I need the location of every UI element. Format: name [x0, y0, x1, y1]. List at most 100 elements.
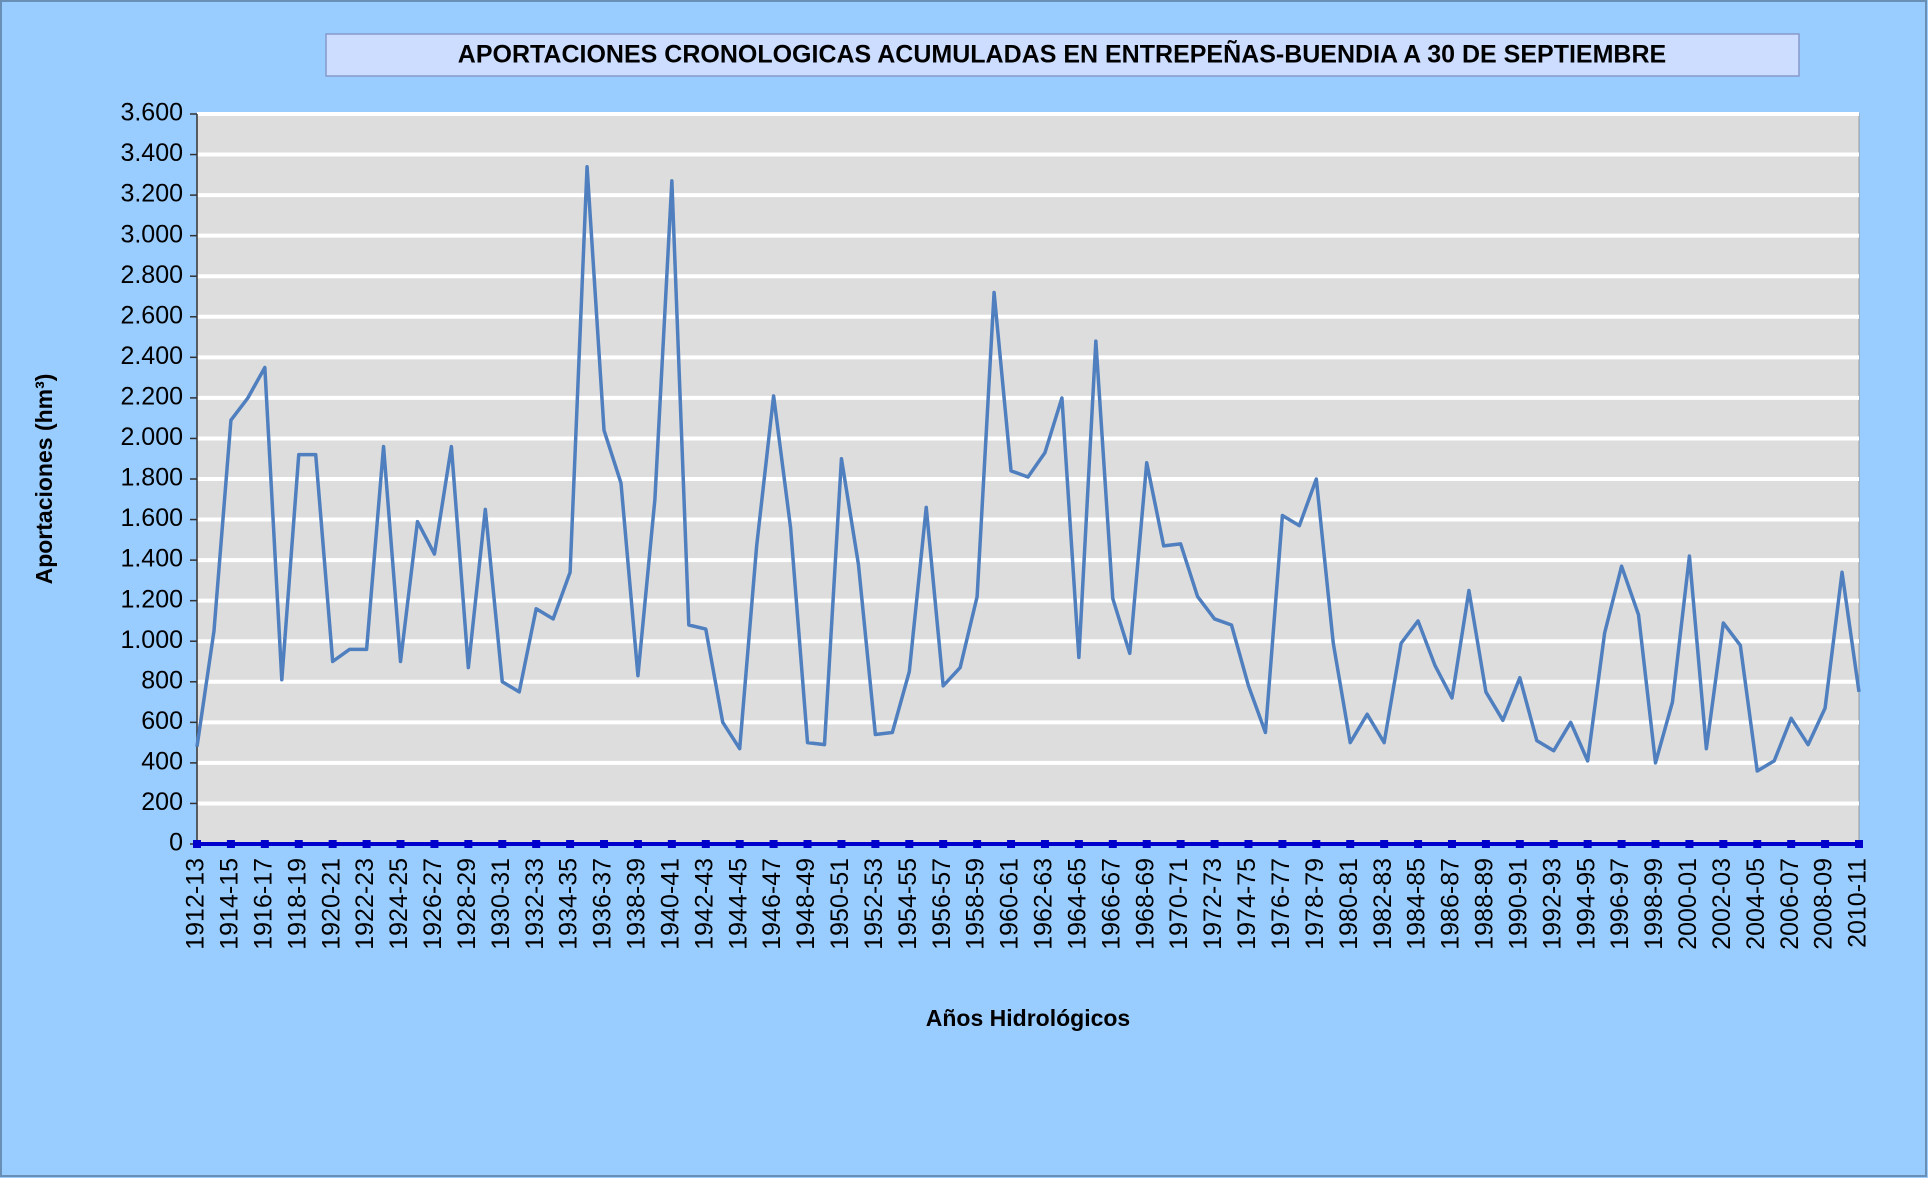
x-tick-mark — [1481, 840, 1490, 848]
x-tick-mark — [769, 840, 778, 848]
x-tick-mark — [1617, 840, 1626, 848]
x-tick-label: 1930-31 — [487, 858, 515, 950]
x-tick-mark — [1515, 840, 1524, 848]
y-tick-label: 2.200 — [120, 382, 183, 410]
x-tick-mark — [633, 840, 642, 848]
x-tick-label: 1924-25 — [385, 858, 413, 950]
x-tick-label: 1998-99 — [1640, 858, 1668, 950]
x-tick-mark — [1142, 840, 1151, 848]
x-tick-label: 2010-11 — [1844, 858, 1872, 948]
x-tick-mark — [1380, 840, 1389, 848]
x-tick-mark — [532, 840, 541, 848]
x-tick-label: 1920-21 — [317, 858, 345, 950]
x-tick-label: 1996-97 — [1606, 858, 1634, 950]
y-tick-label: 1.200 — [120, 585, 183, 613]
y-tick-label: 3.200 — [120, 180, 183, 208]
x-tick-mark — [362, 840, 371, 848]
x-tick-label: 1922-23 — [351, 858, 379, 950]
x-tick-label: 1986-87 — [1437, 858, 1465, 950]
x-tick-label: 1936-37 — [589, 858, 617, 950]
x-tick-mark — [1685, 840, 1694, 848]
x-tick-mark — [1549, 840, 1558, 848]
x-tick-label: 1968-69 — [1131, 858, 1159, 950]
x-tick-label: 1956-57 — [928, 858, 956, 950]
x-tick-label: 1948-49 — [792, 858, 820, 950]
x-tick-label: 1926-27 — [419, 858, 447, 950]
x-tick-label: 1928-29 — [453, 858, 481, 950]
x-tick-mark — [973, 840, 982, 848]
x-tick-label: 1918-19 — [283, 858, 311, 950]
y-tick-label: 2.000 — [120, 423, 183, 451]
y-tick-label: 1.400 — [120, 545, 183, 573]
x-tick-label: 1966-67 — [1097, 858, 1125, 950]
x-tick-label: 1964-65 — [1063, 858, 1091, 950]
title-box — [325, 33, 1800, 77]
y-tick-label: 2.800 — [120, 261, 183, 289]
x-tick-label: 1916-17 — [249, 858, 277, 950]
x-tick-label: 1974-75 — [1233, 858, 1261, 950]
x-tick-mark — [1719, 840, 1728, 848]
x-tick-mark — [1447, 840, 1456, 848]
y-tick-label: 3.600 — [120, 99, 183, 127]
x-tick-label: 1990-91 — [1504, 858, 1532, 950]
x-tick-label: 1984-85 — [1403, 858, 1431, 950]
x-tick-label: 1962-63 — [1030, 858, 1058, 950]
x-tick-label: 1958-59 — [962, 858, 990, 950]
x-tick-mark — [1312, 840, 1321, 848]
x-tick-mark — [600, 840, 609, 848]
x-tick-mark — [328, 840, 337, 848]
x-tick-label: 1938-39 — [623, 858, 651, 950]
x-tick-label: 2006-07 — [1776, 858, 1804, 950]
x-axis-label: Años Hidrológicos — [926, 1005, 1130, 1031]
x-tick-mark — [1244, 840, 1253, 848]
x-tick-mark — [803, 840, 812, 848]
x-tick-mark — [498, 840, 507, 848]
y-tick-label: 800 — [141, 666, 183, 694]
x-tick-label: 1952-53 — [860, 858, 888, 950]
x-tick-label: 1954-55 — [894, 858, 922, 950]
y-tick-label: 1.600 — [120, 504, 183, 532]
y-axis-label: Aportaciones (hm³) — [31, 374, 57, 585]
y-tick-label: 3.400 — [120, 139, 183, 167]
x-tick-mark — [837, 840, 846, 848]
x-tick-mark — [1108, 840, 1117, 848]
x-tick-mark — [1346, 840, 1355, 848]
x-tick-label: 1976-77 — [1267, 858, 1295, 950]
x-tick-mark — [1278, 840, 1287, 848]
y-tick-label: 3.000 — [120, 220, 183, 248]
x-tick-mark — [294, 840, 303, 848]
x-tick-label: 1972-73 — [1199, 858, 1227, 950]
x-tick-mark — [1787, 840, 1796, 848]
x-tick-mark — [226, 840, 235, 848]
x-tick-mark — [1583, 840, 1592, 848]
x-tick-label: 2000-01 — [1674, 858, 1702, 950]
x-tick-label: 1944-45 — [724, 858, 752, 950]
x-tick-label: 1914-15 — [216, 858, 244, 950]
x-tick-mark — [193, 840, 201, 848]
y-tick-label: 1.800 — [120, 464, 183, 492]
x-tick-mark — [871, 840, 880, 848]
x-tick-mark — [1821, 840, 1830, 848]
x-tick-mark — [430, 840, 439, 848]
x-tick-mark — [464, 840, 473, 848]
x-tick-mark — [260, 840, 269, 848]
x-tick-mark — [1753, 840, 1762, 848]
x-tick-label: 1994-95 — [1572, 858, 1600, 950]
x-tick-label: 1934-35 — [555, 858, 583, 950]
y-tick-label: 2.400 — [120, 342, 183, 370]
x-tick-label: 1960-61 — [996, 858, 1024, 950]
x-tick-label: 1992-93 — [1538, 858, 1566, 950]
x-tick-mark — [1176, 840, 1185, 848]
x-tick-label: 1982-83 — [1369, 858, 1397, 950]
x-tick-label: 1970-71 — [1165, 858, 1193, 950]
x-tick-mark — [735, 840, 744, 848]
x-tick-label: 2004-05 — [1742, 858, 1770, 950]
x-tick-label: 1946-47 — [758, 858, 786, 950]
x-tick-label: 1940-41 — [656, 858, 684, 950]
x-tick-mark — [667, 840, 676, 848]
x-tick-mark — [1855, 840, 1863, 848]
y-tick-label: 2.600 — [120, 301, 183, 329]
x-tick-mark — [1007, 840, 1016, 848]
x-tick-label: 1978-79 — [1301, 858, 1329, 950]
